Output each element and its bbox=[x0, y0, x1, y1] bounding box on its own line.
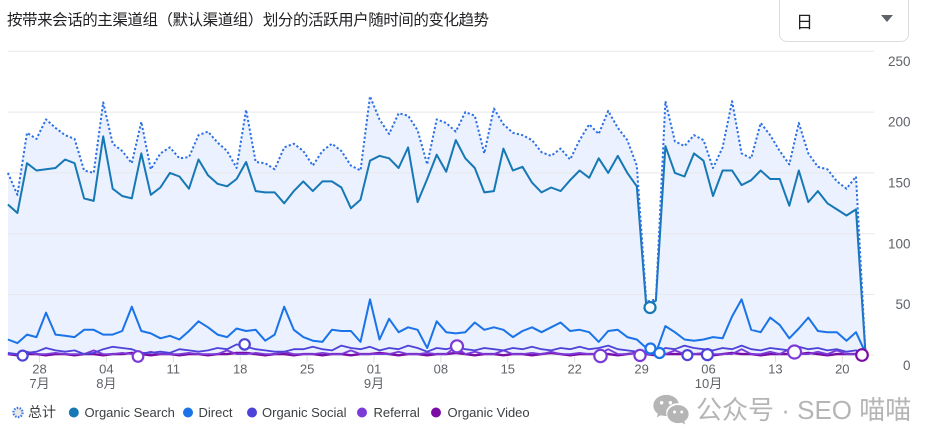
svg-text:Direct: Direct bbox=[199, 405, 233, 420]
svg-text:Referral: Referral bbox=[374, 405, 420, 420]
svg-text:20: 20 bbox=[835, 362, 849, 377]
svg-text:7月: 7月 bbox=[29, 376, 49, 391]
svg-text:04: 04 bbox=[99, 362, 113, 377]
svg-text:22: 22 bbox=[567, 362, 581, 377]
svg-text:Organic Search: Organic Search bbox=[85, 405, 175, 420]
svg-text:8月: 8月 bbox=[96, 376, 116, 391]
svg-text:28: 28 bbox=[32, 362, 46, 377]
svg-text:150: 150 bbox=[888, 176, 911, 191]
svg-text:29: 29 bbox=[634, 362, 648, 377]
svg-text:06: 06 bbox=[701, 362, 715, 377]
svg-text:总计: 总计 bbox=[28, 404, 56, 420]
svg-text:18: 18 bbox=[233, 362, 247, 377]
svg-text:9月: 9月 bbox=[364, 376, 384, 391]
svg-text:11: 11 bbox=[167, 362, 181, 377]
svg-text:Organic Video: Organic Video bbox=[448, 405, 530, 420]
svg-text:0: 0 bbox=[903, 358, 911, 373]
svg-text:15: 15 bbox=[501, 362, 515, 377]
svg-text:公众号 · SEO 喵喵: 公众号 · SEO 喵喵 bbox=[696, 395, 911, 425]
svg-text:08: 08 bbox=[434, 362, 448, 377]
svg-text:250: 250 bbox=[888, 54, 911, 69]
svg-text:200: 200 bbox=[888, 115, 911, 130]
svg-text:13: 13 bbox=[768, 362, 782, 377]
svg-text:50: 50 bbox=[895, 297, 910, 312]
svg-text:Organic Social: Organic Social bbox=[262, 405, 347, 420]
svg-text:01: 01 bbox=[367, 362, 381, 377]
svg-text:25: 25 bbox=[300, 362, 314, 377]
svg-text:100: 100 bbox=[888, 236, 911, 251]
svg-text:10月: 10月 bbox=[695, 376, 722, 391]
